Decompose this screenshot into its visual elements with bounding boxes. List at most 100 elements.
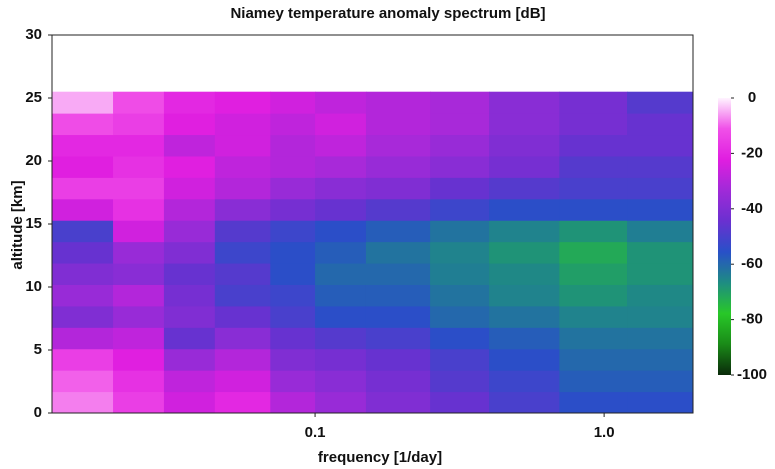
heatmap-cell — [270, 348, 316, 371]
y-tick-label: 20 — [25, 152, 42, 169]
heatmap-cell — [430, 220, 490, 243]
heatmap-cell — [430, 91, 490, 114]
heatmap-cell — [270, 198, 316, 221]
heatmap-cell — [163, 327, 216, 350]
y-axis-label: altitude [km] — [9, 180, 26, 269]
heatmap-cell — [214, 241, 271, 264]
heatmap-cell — [627, 177, 694, 200]
heatmap-cell — [315, 348, 367, 371]
heatmap-cell — [163, 305, 216, 328]
heatmap-cell — [627, 348, 694, 371]
heatmap-cell — [430, 327, 490, 350]
heatmap-cell — [113, 134, 165, 157]
heatmap-cell — [365, 198, 431, 221]
heatmap-cell — [163, 284, 216, 307]
heatmap-cell — [365, 177, 431, 200]
heatmap-cell — [163, 348, 216, 371]
heatmap-cell — [559, 113, 628, 136]
y-tick-label: 15 — [25, 215, 42, 232]
heatmap-cell — [315, 113, 367, 136]
heatmap-cell — [113, 113, 165, 136]
heatmap-cell — [559, 134, 628, 157]
colorbar — [718, 98, 731, 375]
colorbar-tick-label: -20 — [741, 144, 763, 161]
heatmap-cell — [214, 177, 271, 200]
heatmap-cell — [52, 305, 114, 328]
heatmap-cell — [559, 241, 628, 264]
heatmap-cell — [163, 155, 216, 178]
heatmap-cell — [627, 113, 694, 136]
heatmap-cell — [430, 305, 490, 328]
heatmap-cell — [52, 327, 114, 350]
heatmap-cell — [489, 198, 560, 221]
heatmap-cell — [214, 198, 271, 221]
heatmap-cell — [627, 327, 694, 350]
heatmap-cell — [52, 134, 114, 157]
heatmap-cell — [627, 263, 694, 285]
heatmap-cell — [430, 370, 490, 393]
heatmap-cell — [627, 305, 694, 328]
heatmap-cell — [52, 370, 114, 393]
heatmap-cell — [430, 241, 490, 264]
y-tick-label: 0 — [34, 404, 42, 421]
heatmap-cell — [315, 220, 367, 243]
heatmap-cell — [365, 305, 431, 328]
heatmap-cell — [365, 91, 431, 114]
heatmap-cell — [113, 91, 165, 114]
heatmap-cell — [627, 134, 694, 157]
heatmap-cell — [113, 220, 165, 243]
heatmap-cell — [52, 284, 114, 307]
heatmap-cell — [270, 263, 316, 285]
heatmap-cell — [163, 177, 216, 200]
heatmap-cell — [489, 391, 560, 414]
heatmap-cell — [315, 177, 367, 200]
heatmap-cell — [214, 305, 271, 328]
heatmap-cell — [489, 305, 560, 328]
heatmap-cell — [52, 263, 114, 285]
heatmap-cell — [559, 220, 628, 243]
heatmap-cell — [627, 220, 694, 243]
heatmap-cell — [52, 177, 114, 200]
heatmap-cell — [214, 220, 271, 243]
y-tick-label: 30 — [25, 26, 42, 43]
heatmap-cell — [627, 198, 694, 221]
heatmap-cell — [270, 91, 316, 114]
heatmap-cell — [214, 370, 271, 393]
heatmap-cell — [214, 91, 271, 114]
heatmap-cell — [489, 263, 560, 285]
heatmap-cell — [52, 391, 114, 414]
heatmap-cell — [315, 284, 367, 307]
heatmap-cell — [315, 263, 367, 285]
heatmap-cell — [163, 370, 216, 393]
heatmap-cell — [113, 241, 165, 264]
heatmap-cell — [627, 241, 694, 264]
heatmap-cell — [270, 177, 316, 200]
heatmap-cell — [430, 134, 490, 157]
heatmap-cell — [113, 155, 165, 178]
colorbar-tick-label: -40 — [741, 200, 763, 217]
heatmap-cell — [315, 91, 367, 114]
colorbar-tick-label: -60 — [741, 255, 763, 272]
heatmap-cell — [270, 391, 316, 414]
heatmap-cell — [214, 327, 271, 350]
heatmap-cell — [430, 155, 490, 178]
heatmap-cell — [214, 263, 271, 285]
heatmap-cell — [163, 91, 216, 114]
heatmap-cell — [163, 134, 216, 157]
heatmap-cell — [559, 391, 628, 414]
heatmap-cell — [270, 327, 316, 350]
heatmap-cell — [163, 241, 216, 264]
x-axis-label: frequency [1/day] — [318, 449, 442, 466]
heatmap-cell — [113, 391, 165, 414]
heatmap-cell — [430, 391, 490, 414]
heatmap-cell — [489, 177, 560, 200]
heatmap-cell — [430, 198, 490, 221]
heatmap-cell — [627, 391, 694, 414]
heatmap-cell — [559, 284, 628, 307]
heatmap-cell — [270, 284, 316, 307]
colorbar-tick-label: 0 — [748, 89, 756, 106]
heatmap-cell — [315, 370, 367, 393]
heatmap-cell — [113, 305, 165, 328]
heatmap-cell — [214, 391, 271, 414]
